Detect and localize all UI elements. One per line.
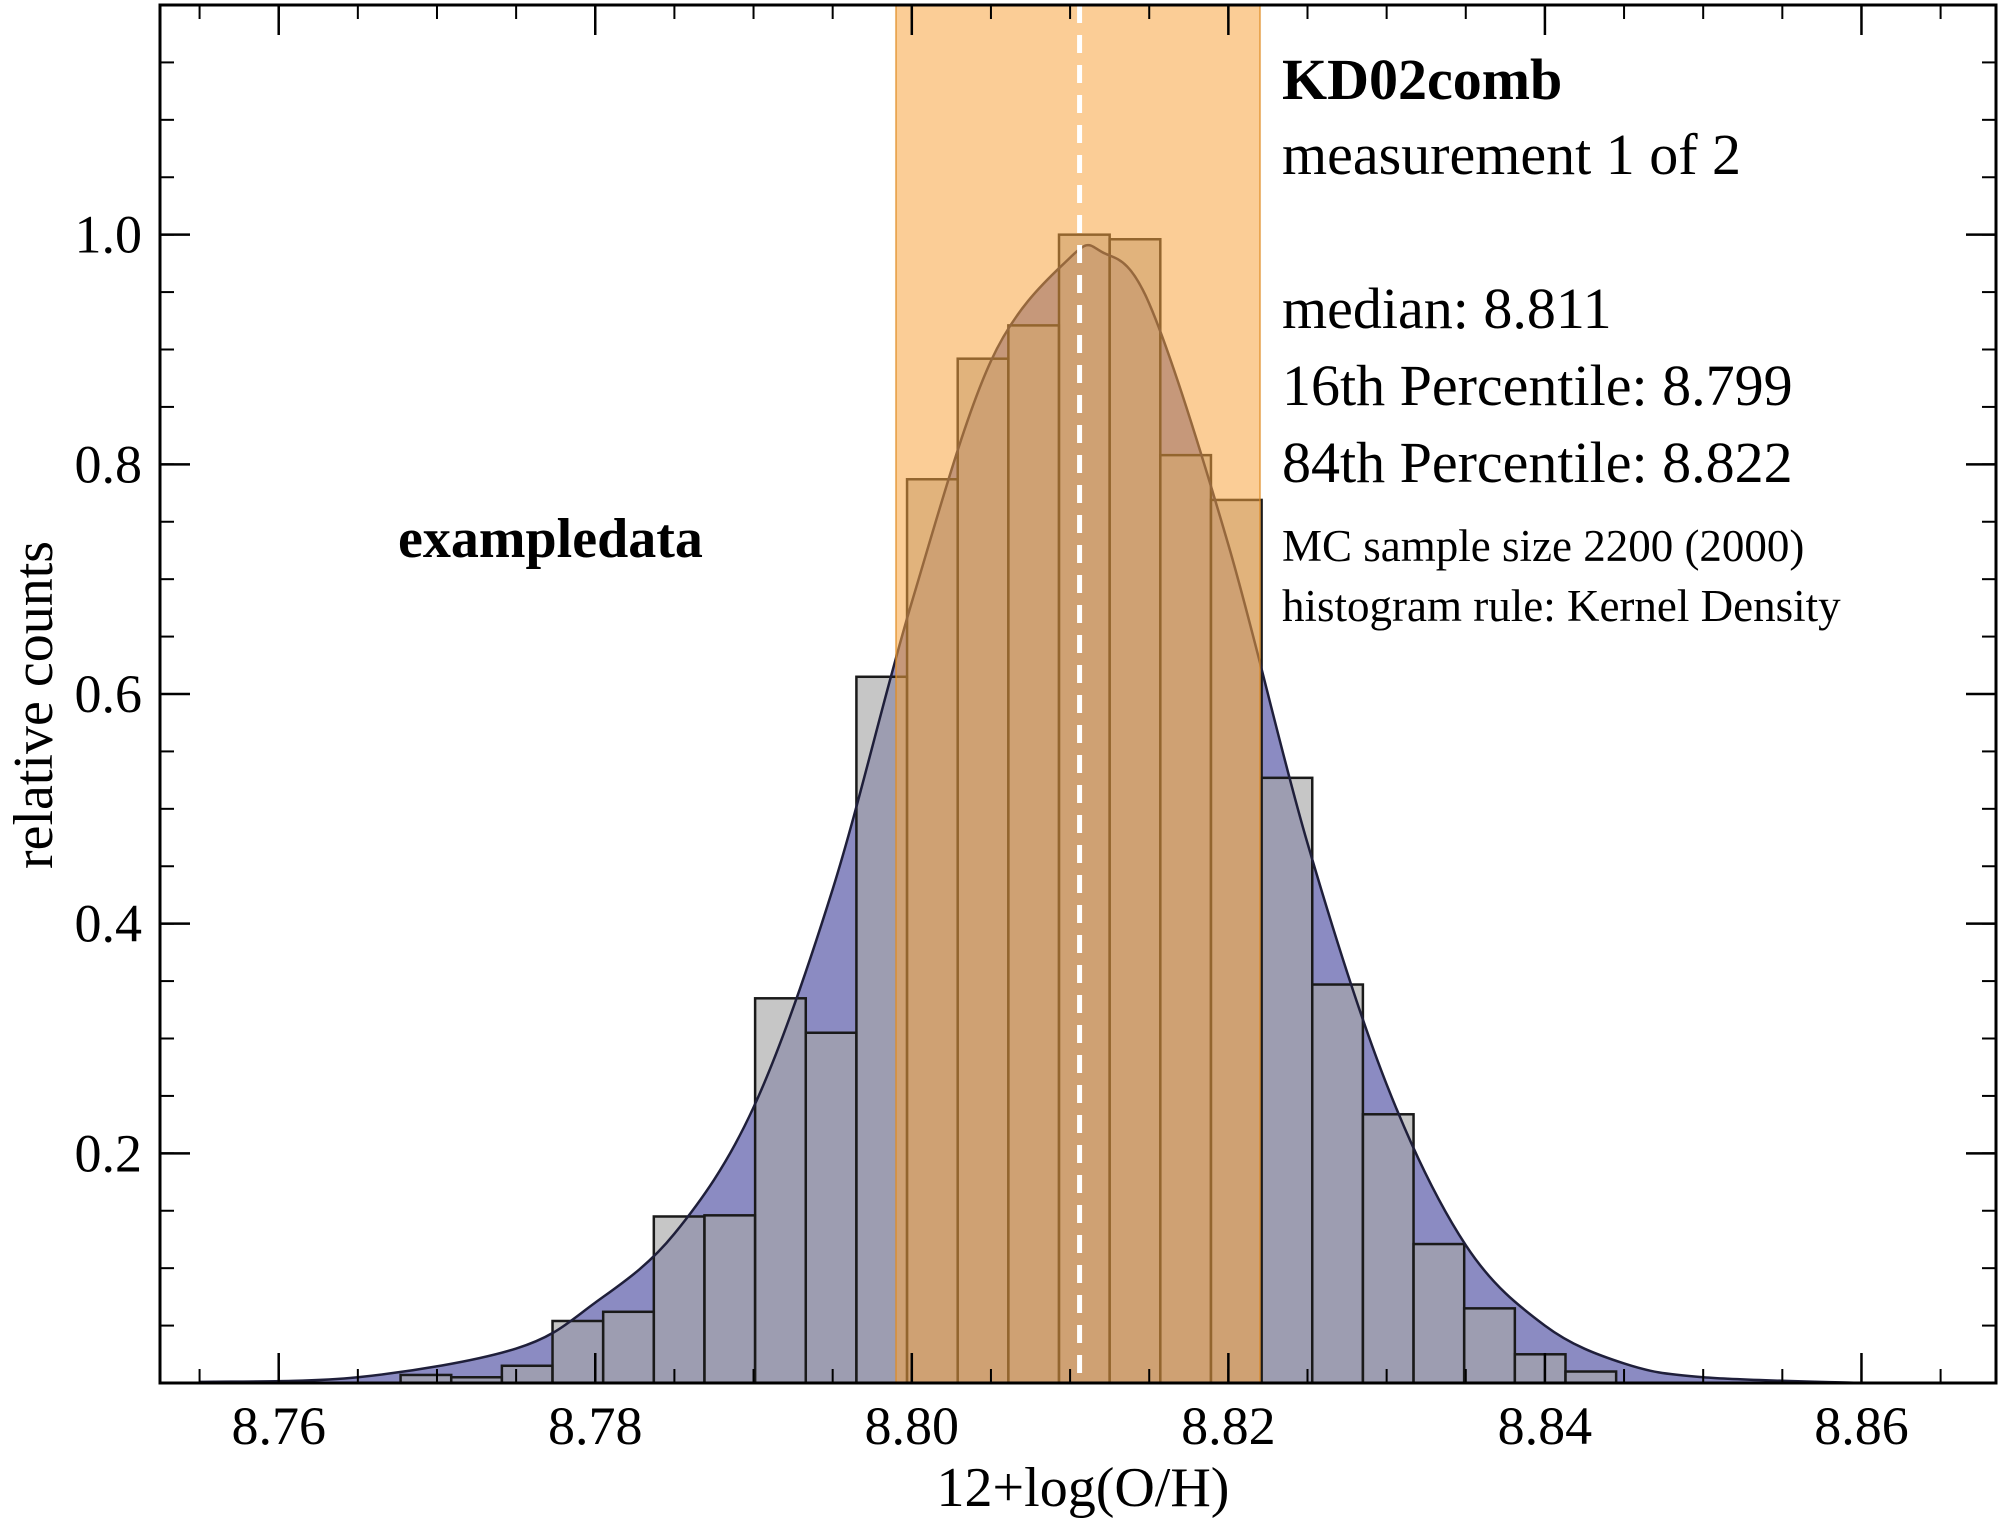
histogram-bar xyxy=(1361,1113,1415,1385)
histogram-bar xyxy=(1260,776,1314,1385)
y-tick-label: 0.8 xyxy=(75,434,143,494)
histogram-bar xyxy=(1462,1307,1517,1385)
annotation-block: KD02comb measurement 1 of 2 median: 8.81… xyxy=(398,47,1841,631)
y-tick-label: 0.4 xyxy=(75,894,143,954)
measurement-label: measurement 1 of 2 xyxy=(1282,122,1741,187)
x-tick-label: 8.84 xyxy=(1498,1396,1593,1456)
histogram-bar xyxy=(500,1364,554,1385)
histogram-bar xyxy=(1310,983,1365,1385)
x-tick-label: 8.78 xyxy=(548,1396,643,1456)
hist-rule-label: histogram rule: Kernel Density xyxy=(1282,581,1841,631)
x-tick-label: 8.82 xyxy=(1181,1396,1276,1456)
histogram-bar xyxy=(1412,1242,1466,1385)
x-axis-title: 12+log(O/H) xyxy=(937,1457,1230,1519)
x-tick-label: 8.86 xyxy=(1814,1396,1909,1456)
dataset-label: exampledata xyxy=(398,508,703,570)
y-tick-label: 1.0 xyxy=(75,205,143,265)
x-tick-label: 8.76 xyxy=(231,1396,326,1456)
y-tick-label: 0.2 xyxy=(75,1123,143,1183)
method-label: KD02comb xyxy=(1282,47,1562,112)
histogram-bar xyxy=(804,1031,858,1385)
histogram-bar xyxy=(1513,1353,1567,1385)
histogram-bar xyxy=(753,997,808,1385)
histogram-bar xyxy=(703,1214,757,1385)
x-tick-label: 8.80 xyxy=(865,1396,960,1456)
median-label: median: 8.811 xyxy=(1282,276,1612,341)
y-tick-label: 0.6 xyxy=(75,664,143,724)
y-axis-title: relative counts xyxy=(3,541,65,869)
histogram-bar xyxy=(652,1215,706,1385)
p16-label: 16th Percentile: 8.799 xyxy=(1282,353,1793,418)
p84-label: 84th Percentile: 8.822 xyxy=(1282,430,1793,495)
histogram-bar xyxy=(1564,1370,1618,1385)
histogram-bar xyxy=(601,1310,656,1385)
sample-size-label: MC sample size 2200 (2000) xyxy=(1282,521,1804,571)
plot-area: 8.76 8.78 8.80 8.82 8.84 8.86 0.2 0.4 0.6 0.8 1.0 xyxy=(75,3,1998,1456)
